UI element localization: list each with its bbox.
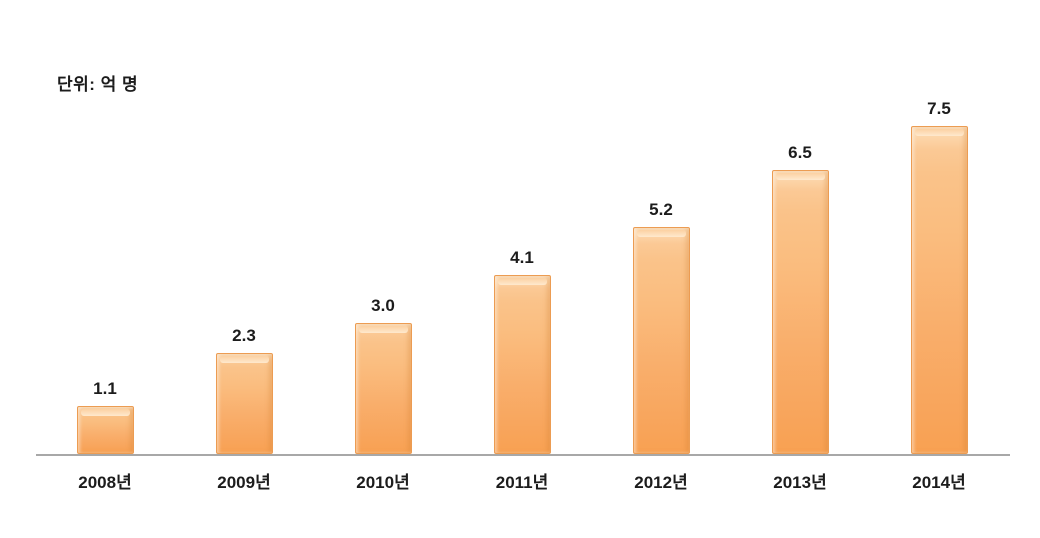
- bar-2008년: [76, 406, 134, 454]
- bar-2013년: [771, 170, 829, 454]
- unit-label: 단위: 억 명: [57, 75, 139, 94]
- category-label-2014년: 2014년: [912, 473, 966, 492]
- bar-2014년: [910, 126, 968, 454]
- category-label-2008년: 2008년: [78, 473, 132, 492]
- category-label-2011년: 2011년: [495, 473, 549, 492]
- value-label-2013년: 6.5: [788, 143, 812, 162]
- bar-2010년: [354, 323, 412, 454]
- value-label-2009년: 2.3: [232, 326, 256, 345]
- value-label-2014년: 7.5: [927, 99, 951, 118]
- value-label-2010년: 3.0: [371, 296, 395, 315]
- category-label-2012년: 2012년: [634, 473, 688, 492]
- category-label-2010년: 2010년: [356, 473, 410, 492]
- x-axis-line: [36, 454, 1010, 456]
- bar-2012년: [632, 227, 690, 454]
- value-label-2012년: 5.2: [649, 200, 673, 219]
- category-label-2009년: 2009년: [217, 473, 271, 492]
- bar-2009년: [215, 353, 273, 454]
- category-label-2013년: 2013년: [773, 473, 827, 492]
- value-label-2008년: 1.1: [93, 379, 117, 398]
- bar-2011년: [493, 275, 551, 454]
- value-label-2011년: 4.1: [510, 248, 534, 267]
